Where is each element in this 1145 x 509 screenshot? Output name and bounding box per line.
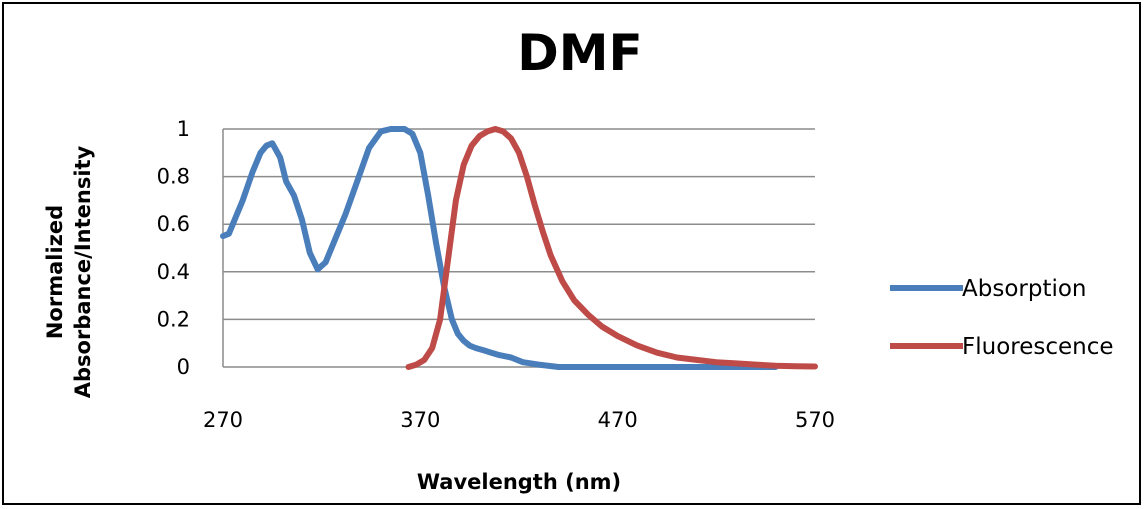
gridlines: [222, 128, 815, 368]
y-tick-label: 0.4: [157, 260, 190, 284]
series-line-fluorescence: [405, 126, 818, 370]
legend-item-absorption: Absorption: [890, 276, 1087, 302]
legend-label-absorption: Absorption: [962, 276, 1087, 302]
legend-label-fluorescence: Fluorescence: [962, 334, 1114, 360]
x-axis-label: Wavelength (nm): [417, 470, 621, 494]
x-tick-label: 370: [400, 408, 440, 432]
x-tick-labels: 270 370 470 570: [203, 408, 835, 432]
y-tick-labels: 0 0.2 0.4 0.6 0.8 1: [157, 117, 190, 379]
series-lines: [220, 126, 818, 370]
x-tick-label: 570: [795, 408, 835, 432]
series-line-absorption: [220, 126, 779, 370]
y-axis-label: Normalized Absorbance/Intensity: [43, 145, 95, 398]
y-tick-label: 0: [177, 355, 190, 379]
y-axis-label-line-1: Normalized: [43, 205, 67, 339]
legend-item-fluorescence: Fluorescence: [890, 334, 1114, 360]
chart-title: DMF: [517, 24, 642, 82]
y-tick-label: 0.6: [157, 212, 190, 236]
y-tick-label: 0.2: [157, 307, 190, 331]
y-tick-label: 1: [177, 117, 190, 141]
y-axis-label-line-2: Absorbance/Intensity: [71, 145, 95, 398]
legend: Absorption Fluorescence: [890, 276, 1114, 360]
x-tick-label: 470: [598, 408, 638, 432]
x-tick-label: 270: [203, 408, 243, 432]
y-tick-label: 0.8: [157, 165, 190, 189]
